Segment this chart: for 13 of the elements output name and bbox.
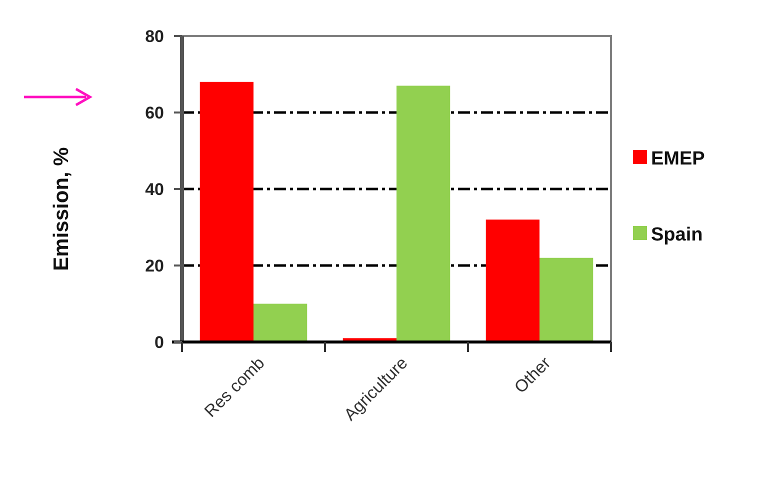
bar <box>486 220 540 342</box>
legend-label: Spain <box>651 224 703 246</box>
y-tick-label: 80 <box>145 26 164 46</box>
bar <box>200 82 254 342</box>
bar <box>396 86 450 342</box>
y-tick-label: 40 <box>145 180 164 199</box>
bar <box>254 304 308 342</box>
bar <box>540 258 594 342</box>
y-tick-label: 0 <box>154 332 164 352</box>
legend-label: EMEP <box>651 148 706 170</box>
y-tick-label: 20 <box>145 256 164 276</box>
y-axis-title: Emission, % <box>50 146 73 271</box>
y-tick-label: 60 <box>145 103 164 122</box>
